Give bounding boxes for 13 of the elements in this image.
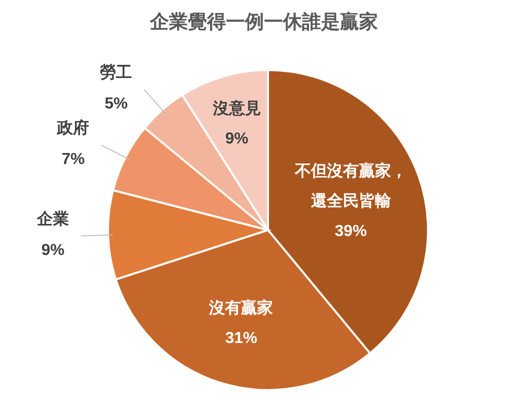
slice-label: 沒有贏家	[208, 298, 274, 318]
slice-label: 政府	[56, 118, 90, 138]
data-label: 39%	[334, 223, 367, 240]
data-label: 31%	[225, 330, 258, 348]
slice-label: 勞工	[99, 64, 132, 82]
slice-label: 不但沒有贏家，還全民皆輸	[294, 161, 407, 210]
slice-label: 沒意見	[212, 99, 261, 118]
data-label: 9%	[41, 242, 64, 259]
chart-title: 企業覺得一例一休誰是贏家	[149, 11, 378, 33]
data-label: 7%	[62, 151, 85, 168]
data-label: 5%	[104, 96, 128, 113]
data-label: 9%	[225, 130, 248, 148]
slice-label: 企業	[36, 210, 69, 228]
